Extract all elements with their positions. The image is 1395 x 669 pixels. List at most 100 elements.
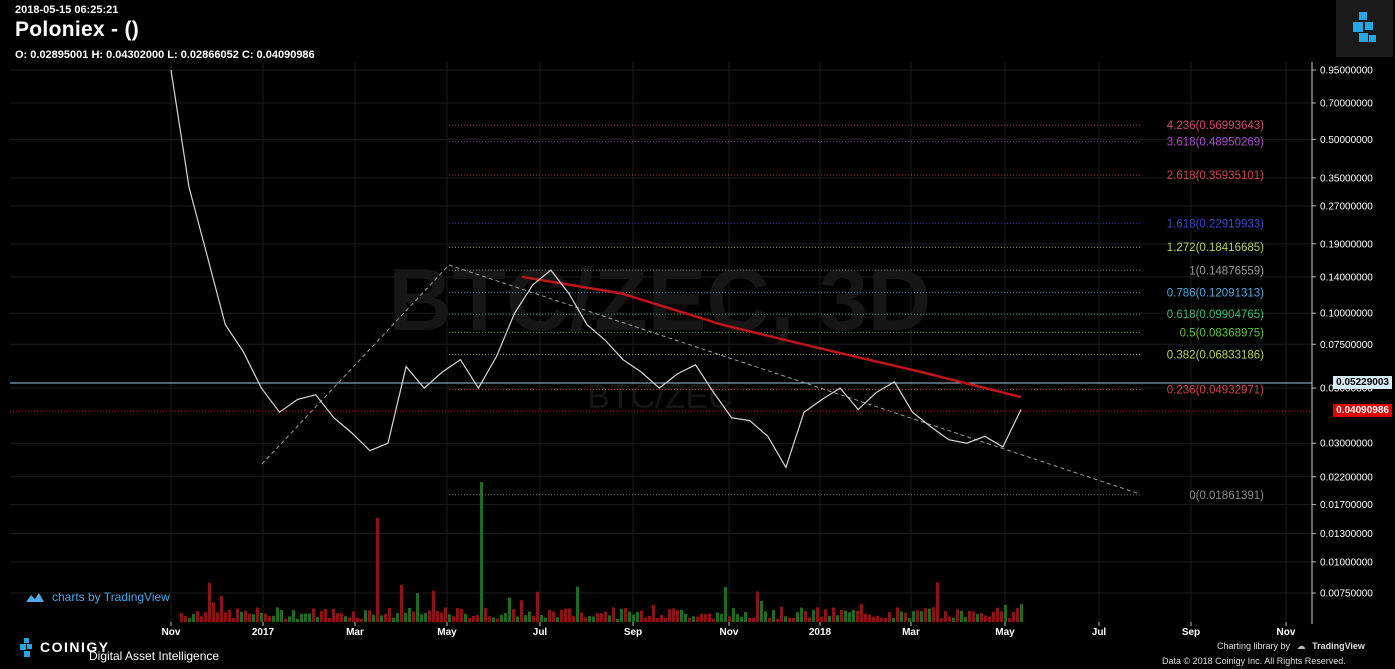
volume-bar bbox=[436, 610, 439, 622]
fib-trend-line bbox=[261, 264, 450, 465]
volume-bar bbox=[212, 602, 215, 622]
volume-bar bbox=[424, 612, 427, 622]
fib-level-label: 4.236(0.56993643) bbox=[1167, 120, 1264, 132]
fib-level-label: 1.272(0.18416685) bbox=[1167, 242, 1264, 254]
volume-bar bbox=[352, 611, 355, 622]
x-tick-label: Jul bbox=[1092, 627, 1107, 638]
volume-bar bbox=[536, 591, 539, 622]
volume-bar bbox=[520, 600, 523, 622]
coinigy-logo-button[interactable] bbox=[1336, 0, 1393, 57]
volume-bar bbox=[356, 617, 359, 622]
fib-level-label: 0.618(0.09904765) bbox=[1167, 309, 1264, 321]
volume-bar bbox=[748, 617, 751, 622]
volume-bar bbox=[732, 608, 735, 622]
volume-bar bbox=[324, 609, 327, 622]
volume-bar bbox=[568, 608, 571, 622]
volume-bar bbox=[692, 616, 695, 622]
tradingview-link[interactable]: charts by TradingView bbox=[24, 590, 170, 604]
x-tick-label: Sep bbox=[624, 627, 642, 638]
volume-bar bbox=[668, 609, 671, 622]
volume-bar bbox=[892, 618, 895, 622]
volume-bar bbox=[244, 611, 247, 622]
time-axis: Nov 2017 Mar May Jul Sep Nov 2018 Mar May Jul Sep No… bbox=[162, 622, 1296, 638]
volume-bar bbox=[348, 617, 351, 622]
volume-bar bbox=[256, 607, 259, 622]
x-tick-label: Jul bbox=[533, 627, 548, 638]
coinigy-tagline: Digital Asset Intelligence bbox=[89, 649, 220, 663]
volume-bar bbox=[752, 617, 755, 622]
volume-bar bbox=[320, 611, 323, 622]
volume-bar bbox=[640, 610, 643, 622]
volume-bar bbox=[364, 610, 367, 622]
volume-bar bbox=[952, 617, 955, 622]
volume-bar bbox=[888, 611, 891, 622]
fib-level-label: 1(0.14876559) bbox=[1189, 265, 1264, 277]
volume-bar bbox=[420, 614, 423, 622]
volume-bar bbox=[936, 582, 939, 622]
volume-bar bbox=[472, 615, 475, 622]
volume-bar bbox=[304, 613, 307, 622]
y-tick-label: 0.95000000 bbox=[1320, 66, 1373, 77]
volume-bar bbox=[224, 612, 227, 622]
volume-bar bbox=[856, 610, 859, 622]
volume-bar bbox=[760, 600, 763, 622]
volume-bar bbox=[416, 593, 419, 622]
volume-bar bbox=[476, 615, 479, 622]
volume-bar bbox=[840, 609, 843, 622]
y-tick-label: 0.07500000 bbox=[1320, 340, 1373, 351]
volume-bar bbox=[484, 608, 487, 622]
volume-bar bbox=[652, 604, 655, 622]
volume-bar bbox=[548, 610, 551, 622]
charting-library-label: Charting library by bbox=[1217, 641, 1291, 651]
volume-bar bbox=[720, 613, 723, 622]
y-tick-label: 0.14000000 bbox=[1320, 272, 1373, 283]
volume-bar bbox=[1016, 607, 1019, 622]
volume-bar bbox=[316, 617, 319, 622]
volume-bar bbox=[460, 609, 463, 622]
y-tick-label: 0.10000000 bbox=[1320, 309, 1373, 320]
volume-bar bbox=[772, 610, 775, 622]
volume-bar bbox=[384, 613, 387, 622]
fib-level-label: 1.618(0.22919933) bbox=[1167, 219, 1264, 231]
volume-bar bbox=[744, 611, 747, 622]
volume-bar bbox=[428, 610, 431, 622]
volume-bar bbox=[200, 616, 203, 622]
volume-bar bbox=[604, 611, 607, 622]
volume-bar bbox=[876, 615, 879, 622]
volume-bar bbox=[556, 617, 559, 622]
volume-bar bbox=[608, 615, 611, 622]
volume-bar bbox=[448, 614, 451, 622]
volume-bar bbox=[884, 618, 887, 622]
volume-bar bbox=[464, 613, 467, 622]
y-tick-label: 0.01300000 bbox=[1320, 529, 1373, 540]
volume-bar bbox=[332, 609, 335, 622]
volume-bar bbox=[664, 617, 667, 622]
volume-bar bbox=[584, 617, 587, 622]
volume-bar bbox=[504, 613, 507, 622]
volume-bar bbox=[676, 610, 679, 622]
volume-bar bbox=[996, 607, 999, 622]
volume-bar bbox=[252, 614, 255, 622]
volume-bar bbox=[380, 615, 383, 622]
volume-bar bbox=[600, 613, 603, 622]
volume-bar bbox=[1020, 604, 1023, 622]
fib-level-label: 2.618(0.35935101) bbox=[1167, 170, 1264, 182]
chart-title: Poloniex - () bbox=[15, 18, 140, 41]
volume-bar bbox=[656, 618, 659, 622]
volume-bar bbox=[784, 616, 787, 622]
volume-bar bbox=[756, 591, 759, 622]
volume-bar bbox=[780, 606, 783, 622]
volume-bar bbox=[296, 618, 299, 622]
volume-bar bbox=[444, 607, 447, 622]
coinigy-footer-icon bbox=[20, 638, 32, 657]
volume-bar bbox=[572, 616, 575, 622]
volume-bar bbox=[216, 612, 219, 622]
price-axis: 0.95000000 0.70000000 0.50000000 0.35000000… bbox=[1312, 66, 1373, 600]
volume-bar bbox=[764, 611, 767, 622]
volume-bar bbox=[792, 617, 795, 622]
volume-bar bbox=[344, 616, 347, 622]
fib-level-label: 0.382(0.06833186) bbox=[1167, 349, 1264, 361]
volume-bar bbox=[872, 617, 875, 622]
x-tick-label: May bbox=[437, 627, 457, 638]
